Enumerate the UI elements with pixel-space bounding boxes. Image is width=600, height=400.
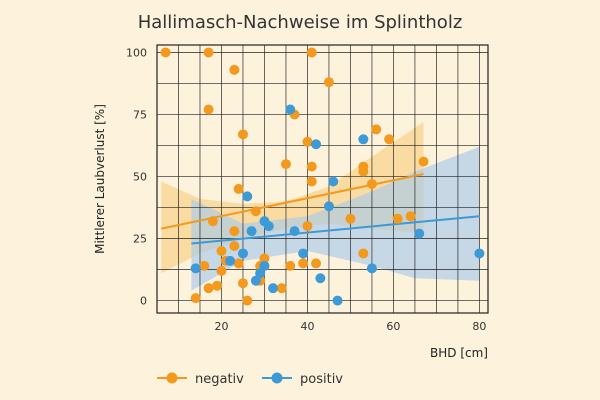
data-points — [160, 47, 485, 306]
x-tick-label: 60 — [386, 320, 400, 333]
x-axis-label: BHD [cm] — [430, 346, 488, 360]
data-point-negativ — [371, 124, 382, 135]
legend: negativ positiv — [157, 372, 343, 387]
data-point-negativ — [323, 77, 334, 88]
x-tick-label: 80 — [472, 320, 486, 333]
data-point-negativ — [229, 64, 240, 75]
data-point-positiv — [298, 248, 309, 259]
data-point-negativ — [302, 136, 313, 147]
data-point-negativ — [207, 216, 218, 227]
data-point-positiv — [332, 295, 343, 306]
data-point-positiv — [311, 139, 322, 150]
y-tick-label: 50 — [133, 171, 147, 184]
plot-frame — [156, 44, 489, 314]
data-point-negativ — [250, 206, 261, 217]
data-point-positiv — [289, 226, 300, 237]
data-point-negativ — [358, 248, 369, 259]
data-point-positiv — [255, 268, 266, 279]
data-point-negativ — [280, 159, 291, 170]
tick-labels: 20 40 60 80 0 25 50 75 100 — [126, 46, 486, 333]
data-point-positiv — [474, 248, 485, 259]
data-point-negativ — [242, 295, 253, 306]
data-point-negativ — [285, 260, 296, 271]
data-point-positiv — [414, 228, 425, 239]
legend-label-negativ: negativ — [195, 372, 244, 387]
legend-item-negativ[interactable]: negativ — [157, 372, 244, 387]
x-tick-label: 20 — [214, 320, 228, 333]
data-point-positiv — [328, 176, 339, 187]
data-point-positiv — [250, 275, 261, 286]
data-point-negativ — [212, 280, 223, 291]
data-point-positiv — [246, 226, 257, 237]
data-point-positiv — [190, 263, 201, 274]
data-point-negativ — [384, 134, 395, 145]
data-point-negativ — [306, 161, 317, 172]
trend-line-positiv — [191, 215, 480, 245]
data-point-positiv — [263, 221, 274, 232]
data-point-positiv — [268, 283, 279, 294]
data-point-negativ — [302, 221, 313, 232]
data-point-negativ — [203, 47, 214, 58]
trend-line-negativ — [161, 173, 424, 230]
data-point-negativ — [160, 47, 171, 58]
data-point-negativ — [233, 183, 244, 194]
data-point-negativ — [216, 245, 227, 256]
data-point-negativ — [298, 258, 309, 269]
y-axis-label: Mittlerer Laubverlust [%] — [93, 104, 107, 254]
y-tick-label: 0 — [140, 295, 147, 308]
data-point-positiv — [315, 273, 326, 284]
data-point-negativ — [216, 265, 227, 276]
x-tick-label: 40 — [300, 320, 314, 333]
legend-marker-negativ — [166, 372, 178, 384]
data-point-negativ — [306, 176, 317, 187]
data-point-negativ — [405, 211, 416, 222]
legend-item-positiv[interactable]: positiv — [262, 372, 343, 387]
data-point-positiv — [259, 260, 270, 271]
data-point-positiv — [225, 255, 236, 266]
data-point-positiv — [242, 191, 253, 202]
data-point-positiv — [237, 248, 248, 259]
data-point-negativ — [203, 283, 214, 294]
trend-lines — [161, 173, 480, 245]
data-point-negativ — [203, 104, 214, 115]
data-point-negativ — [358, 166, 369, 177]
legend-label-positiv: positiv — [300, 372, 343, 387]
data-point-negativ — [237, 129, 248, 140]
data-point-negativ — [233, 258, 244, 269]
data-point-positiv — [323, 201, 334, 212]
data-point-negativ — [259, 253, 270, 264]
data-point-negativ — [366, 178, 377, 189]
data-point-positiv — [285, 104, 296, 115]
data-point-positiv — [366, 263, 377, 274]
data-point-negativ — [229, 226, 240, 237]
data-point-negativ — [345, 213, 356, 224]
data-point-negativ — [199, 260, 210, 271]
data-point-negativ — [190, 293, 201, 304]
data-point-negativ — [229, 241, 240, 251]
chart-title: Hallimasch-Nachweise im Splintholz — [137, 12, 463, 33]
data-point-negativ — [237, 278, 248, 289]
data-point-negativ — [418, 156, 429, 167]
data-point-negativ — [276, 283, 287, 294]
y-tick-label: 75 — [133, 108, 147, 121]
legend-marker-positiv — [271, 372, 283, 384]
plot-border — [156, 44, 489, 314]
data-point-negativ — [392, 213, 403, 224]
data-point-negativ — [306, 47, 317, 58]
y-tick-label: 25 — [133, 233, 147, 246]
y-tick-label: 100 — [126, 46, 147, 59]
data-point-negativ — [311, 258, 322, 269]
data-point-positiv — [358, 134, 369, 145]
